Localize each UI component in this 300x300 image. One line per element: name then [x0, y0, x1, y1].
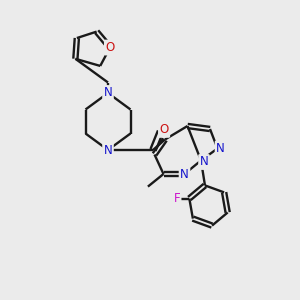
- Text: O: O: [160, 123, 169, 136]
- Text: O: O: [105, 41, 115, 54]
- Text: N: N: [103, 143, 112, 157]
- Text: N: N: [103, 86, 112, 100]
- Text: N: N: [200, 155, 208, 169]
- Text: F: F: [173, 192, 180, 205]
- Text: N: N: [216, 142, 225, 155]
- Text: N: N: [180, 167, 189, 181]
